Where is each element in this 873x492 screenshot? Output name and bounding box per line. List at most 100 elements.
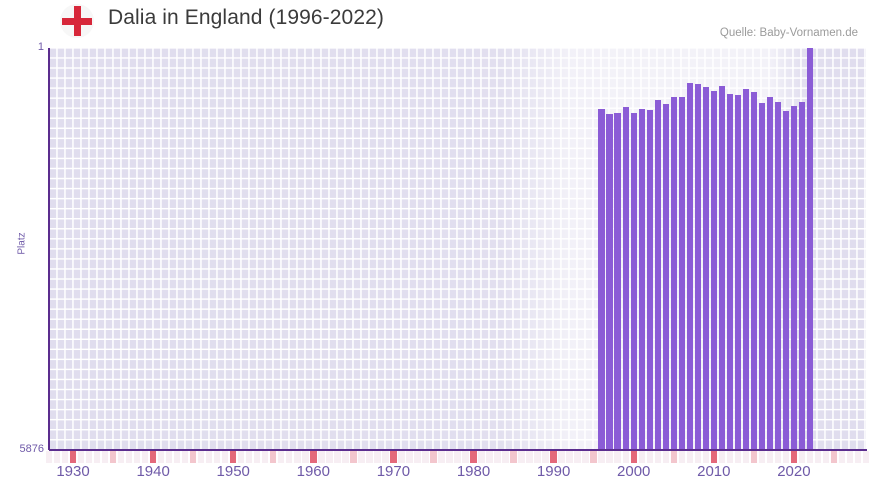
x-tick-marker-year	[173, 451, 181, 463]
bar	[766, 96, 774, 450]
x-tick-marker-year	[141, 451, 149, 463]
x-tick-marker-decade	[230, 451, 237, 463]
x-tick-marker-year	[430, 451, 437, 463]
bar	[734, 94, 742, 450]
x-tick-marker-year	[286, 451, 293, 463]
bar	[630, 112, 637, 450]
x-tick-marker-year	[326, 451, 333, 463]
bar	[638, 108, 645, 450]
bar	[614, 113, 621, 450]
x-tick-marker-year	[278, 451, 285, 463]
x-tick-marker-year	[358, 451, 365, 463]
x-tick-marker-year	[117, 451, 125, 463]
x-tick-marker-year	[566, 451, 573, 463]
x-tick-marker-year	[862, 451, 870, 463]
x-tick-marker-year	[830, 451, 838, 463]
x-axis-tick-label: 2020	[777, 463, 811, 480]
x-tick-marker-year	[622, 451, 629, 463]
x-tick-marker-year	[574, 451, 581, 463]
bar	[702, 87, 709, 450]
bar	[742, 89, 750, 450]
x-tick-marker-year	[662, 451, 669, 463]
x-tick-marker-year	[726, 451, 734, 463]
plot-area	[49, 48, 866, 450]
x-tick-marker-year	[478, 451, 485, 463]
x-tick-marker-year	[374, 451, 381, 463]
x-tick-marker-decade	[69, 451, 77, 463]
x-tick-marker-year	[438, 451, 445, 463]
x-tick-marker-year	[510, 451, 517, 463]
x-tick-marker-year	[670, 451, 677, 463]
x-tick-marker-year	[686, 451, 693, 463]
bar	[726, 93, 734, 450]
flag-cross-horizontal	[62, 17, 92, 25]
x-tick-marker-year	[270, 451, 277, 463]
x-tick-marker-year	[157, 451, 165, 463]
x-axis-tick-label: 1960	[296, 463, 330, 480]
x-tick-marker-year	[414, 451, 421, 463]
x-tick-marker-year	[133, 451, 141, 463]
x-tick-marker-year	[422, 451, 429, 463]
x-tick-marker-year	[534, 451, 541, 463]
x-axis-tick-label: 1930	[56, 463, 90, 480]
x-tick-marker-year	[342, 451, 349, 463]
bar	[654, 99, 661, 450]
bar	[806, 48, 814, 450]
bar	[718, 86, 726, 450]
x-tick-marker-year	[614, 451, 621, 463]
x-tick-marker-year	[302, 451, 309, 463]
x-tick-marker-year	[694, 451, 701, 463]
x-tick-marker-year	[222, 451, 229, 463]
x-tick-marker-year	[854, 451, 862, 463]
x-tick-marker-year	[838, 451, 846, 463]
x-tick-marker-year	[758, 451, 766, 463]
x-tick-marker-year	[454, 451, 461, 463]
bar-series	[49, 48, 866, 450]
source-attribution: Quelle: Baby-Vornamen.de	[719, 27, 858, 39]
x-tick-marker-year	[606, 451, 613, 463]
bar	[598, 108, 605, 450]
x-tick-marker-year	[654, 451, 661, 463]
bar	[750, 92, 758, 450]
page-title: Dalia in England (1996-2022)	[108, 6, 384, 29]
x-axis-tick-strip	[45, 451, 870, 463]
x-tick-marker-year	[678, 451, 685, 463]
x-tick-marker-year	[494, 451, 501, 463]
x-tick-marker-year	[238, 451, 245, 463]
bar	[670, 97, 677, 450]
x-tick-marker-year	[181, 451, 189, 463]
x-tick-marker-year	[61, 451, 69, 463]
bar	[646, 109, 653, 450]
x-tick-marker-year	[806, 451, 814, 463]
x-tick-marker-decade	[790, 451, 798, 463]
x-tick-marker-decade	[710, 451, 718, 463]
x-tick-marker-year	[366, 451, 373, 463]
x-tick-marker-year	[334, 451, 341, 463]
bar	[662, 104, 669, 450]
x-tick-marker-decade	[310, 451, 317, 463]
x-tick-marker-year	[766, 451, 774, 463]
bar	[782, 111, 790, 450]
x-tick-marker-year	[165, 451, 173, 463]
bar	[622, 106, 629, 450]
x-tick-marker-year	[294, 451, 301, 463]
x-tick-marker-year	[590, 451, 597, 463]
x-tick-marker-decade	[550, 451, 557, 463]
x-tick-marker-year	[734, 451, 742, 463]
x-tick-marker-year	[502, 451, 509, 463]
x-tick-marker-year	[638, 451, 645, 463]
x-tick-marker-year	[814, 451, 822, 463]
x-tick-marker-year	[526, 451, 533, 463]
bar	[790, 105, 798, 450]
x-tick-marker-year	[406, 451, 413, 463]
x-axis-line	[49, 449, 867, 451]
y-tick-bottom: 5876	[19, 443, 44, 455]
x-axis-labels: 1930 1940 1950 1960 1970 1980 1990 2000 2010 2020	[0, 463, 873, 489]
x-tick-marker-year	[101, 451, 109, 463]
x-tick-marker-year	[462, 451, 469, 463]
bar	[710, 90, 718, 450]
x-tick-marker-year	[774, 451, 782, 463]
x-tick-marker-year	[822, 451, 830, 463]
x-tick-marker-year	[93, 451, 101, 463]
